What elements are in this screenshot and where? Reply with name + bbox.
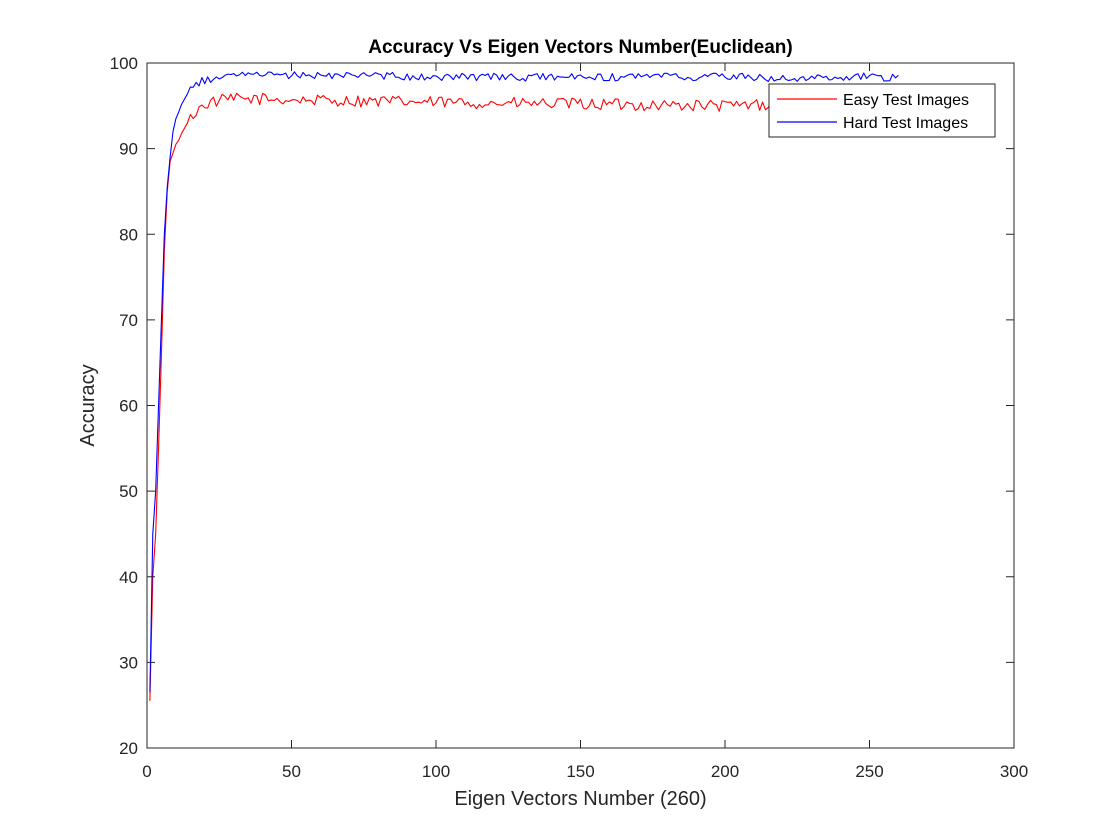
y-tick-label: 30 — [119, 653, 138, 672]
plot-area — [147, 63, 1014, 748]
series-line-hard — [149, 71, 899, 693]
y-tick-label: 60 — [119, 397, 138, 416]
legend-label-hard: Hard Test Images — [843, 115, 968, 132]
x-axis-title: Eigen Vectors Number (260) — [454, 788, 706, 810]
chart-title: Accuracy Vs Eigen Vectors Number(Euclide… — [368, 37, 793, 58]
x-tick-label: 0 — [142, 762, 151, 781]
y-tick-label: 70 — [119, 311, 138, 330]
legend-label-easy: Easy Test Images — [843, 92, 969, 109]
x-tick-label: 50 — [282, 762, 301, 781]
x-tick-label: 150 — [566, 762, 594, 781]
x-tick-label: 250 — [855, 762, 883, 781]
y-tick-label: 80 — [119, 225, 138, 244]
y-tick-label: 100 — [110, 54, 138, 73]
x-tick-label: 100 — [422, 762, 450, 781]
y-tick-label: 40 — [119, 568, 138, 587]
y-tick-label: 50 — [119, 482, 138, 501]
y-axis-title: Accuracy — [77, 364, 99, 446]
x-tick-label: 200 — [711, 762, 739, 781]
legend: Easy Test Images Hard Test Images — [768, 83, 996, 138]
y-tick-label: 20 — [119, 739, 138, 758]
x-tick-label: 300 — [1000, 762, 1028, 781]
ticks-layer: 0 50 100 150 200 250 300 20 30 40 50 60 70 80 90 100 — [110, 54, 1029, 781]
y-tick-label: 90 — [119, 140, 138, 159]
legend-box — [768, 83, 996, 138]
